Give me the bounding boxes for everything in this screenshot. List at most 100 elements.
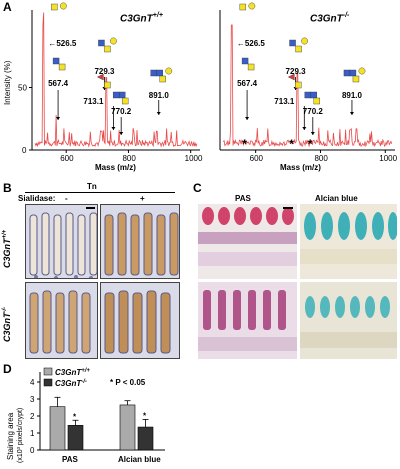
glycan-square-icon (304, 91, 312, 99)
alcian-column-label: Alcian blue (315, 194, 358, 203)
glycan-square-icon (118, 91, 126, 99)
sialidase-label: Sialidase: (18, 194, 56, 203)
arrow-head (111, 127, 116, 130)
x-tick-label: 600 (60, 154, 74, 163)
y-tick-label: 0 (22, 146, 27, 155)
asterisk-marker: * (289, 137, 294, 151)
legend-label-knockout: C3GnT-/- (55, 379, 87, 388)
panel-d-letter: D (3, 362, 12, 376)
peak-label: 729.3 (286, 67, 307, 76)
bar-y-tick-label: 0 (30, 446, 35, 455)
spectrum-wildtype-line (34, 12, 198, 148)
glycan-circle-icon (59, 2, 67, 10)
glycan-square-icon (295, 81, 302, 89)
panel-a-letter: A (3, 0, 12, 14)
glycan-square-icon (247, 63, 255, 71)
bar-y-tick-label: 4 (30, 378, 35, 387)
glycan-square-icon (349, 69, 357, 77)
glycan-circle-icon (301, 37, 308, 45)
glycan-square-icon (289, 39, 296, 47)
bar-y-ticks: 0 1 2 3 4 (30, 378, 40, 455)
peak-label: 891.0 (342, 91, 363, 100)
sialidase-minus: - (65, 194, 68, 203)
peak-label: 729.3 (94, 67, 115, 76)
y-axis-label-line2: (x10³ pixels/crypt) (17, 408, 24, 463)
glycan-circle-icon (165, 67, 173, 75)
glycan-square-icon (104, 45, 111, 53)
bar (67, 425, 84, 451)
pas-knockout-image (198, 282, 297, 359)
glycan-square-icon (150, 69, 157, 77)
category-label-pas: PAS (62, 455, 79, 464)
glycan-square-icon (104, 81, 111, 89)
tn-header-line (25, 192, 175, 193)
category-label-alcian: Alcian blue (118, 455, 161, 464)
arrow-head (310, 132, 315, 135)
tn-wildtype-plus-image (100, 204, 180, 279)
glycan-triangle-icon (96, 73, 104, 81)
right-axes (219, 10, 395, 151)
tn-knockout-plus-image (100, 282, 180, 359)
row-label-knockout: C3GnT-/- (2, 306, 12, 342)
panel-a-spectra: Intensity (%) Mass (m/z) Mass (m/z) 600 8… (3, 2, 398, 172)
arrow-head (349, 112, 354, 115)
panel-b-letter: B (3, 181, 12, 195)
panel-c-letter: C (193, 181, 202, 195)
left-axes (31, 10, 200, 151)
glycan-circle-icon (248, 2, 256, 10)
y-axis-label-line1: Staining area (6, 412, 15, 460)
right-x-label: Mass (m/z) (280, 163, 321, 172)
bar (119, 404, 136, 451)
asterisk-marker: * (308, 137, 313, 151)
peak-label: 567.4 (237, 79, 258, 88)
glycan-square-icon (51, 3, 58, 11)
glycan-circle-icon (358, 67, 366, 75)
peak-label: 713.1 (83, 97, 104, 106)
glycan-square-icon (239, 3, 247, 11)
x-tick-label: 1000 (379, 154, 397, 163)
bar (49, 406, 66, 451)
asterisk-marker: * (242, 137, 247, 151)
glycan-square-icon (310, 91, 318, 99)
arrow-head (56, 117, 61, 120)
glycan-square-icon (121, 97, 129, 105)
glycan-triangle-icon (287, 73, 295, 81)
scale-bar-c (283, 207, 293, 209)
significance-asterisk: * (143, 411, 147, 420)
axis-ticks: 600 800 1000 0 50 600 800 1000 (18, 84, 398, 164)
pas-column-label: PAS (235, 194, 251, 203)
pas-wildtype-image (198, 204, 297, 279)
peak-label: ←526.5 (237, 39, 266, 48)
y-axis-label: Intensity (%) (3, 60, 12, 105)
glycan-square-icon (241, 57, 249, 65)
panel-a-right-title: C3GnT-/- (310, 12, 350, 25)
peak-label: 770.2 (303, 107, 324, 116)
peak-label: 770.2 (111, 107, 132, 116)
glycan-circle-icon (110, 37, 117, 45)
glycan-square-icon (58, 63, 66, 71)
glycan-square-icon (112, 91, 120, 99)
tn-wildtype-minus-image (25, 204, 98, 279)
arrow-head (119, 132, 124, 135)
glycan-square-icon (159, 75, 166, 83)
x-tick-label: 600 (250, 154, 264, 163)
x-tick-label: 800 (314, 154, 328, 163)
glycan-square-icon (156, 69, 163, 77)
alcian-knockout-image (300, 282, 397, 359)
glycan-square-icon (52, 57, 60, 65)
glycan-square-icon (352, 75, 360, 83)
arrow-head (156, 112, 161, 115)
significance-asterisk: * (73, 412, 77, 421)
panel-d-bar-chart: C3GnT+/+ C3GnT-/- * P < 0.05 Staining ar… (6, 367, 165, 464)
scale-bar-b (86, 207, 95, 209)
spectrum-knockout-line (222, 24, 393, 148)
bar-y-tick-label: 1 (30, 429, 35, 438)
legend-swatch-knockout (43, 378, 53, 387)
bar-y-tick-label: 2 (30, 412, 35, 421)
alcian-wildtype-image (300, 204, 397, 279)
glycan-square-icon (295, 45, 302, 53)
y-tick-label: 50 (18, 84, 27, 93)
left-x-label: Mass (m/z) (95, 163, 136, 172)
legend-swatch-wildtype (43, 367, 53, 376)
sialidase-plus: + (140, 194, 145, 203)
